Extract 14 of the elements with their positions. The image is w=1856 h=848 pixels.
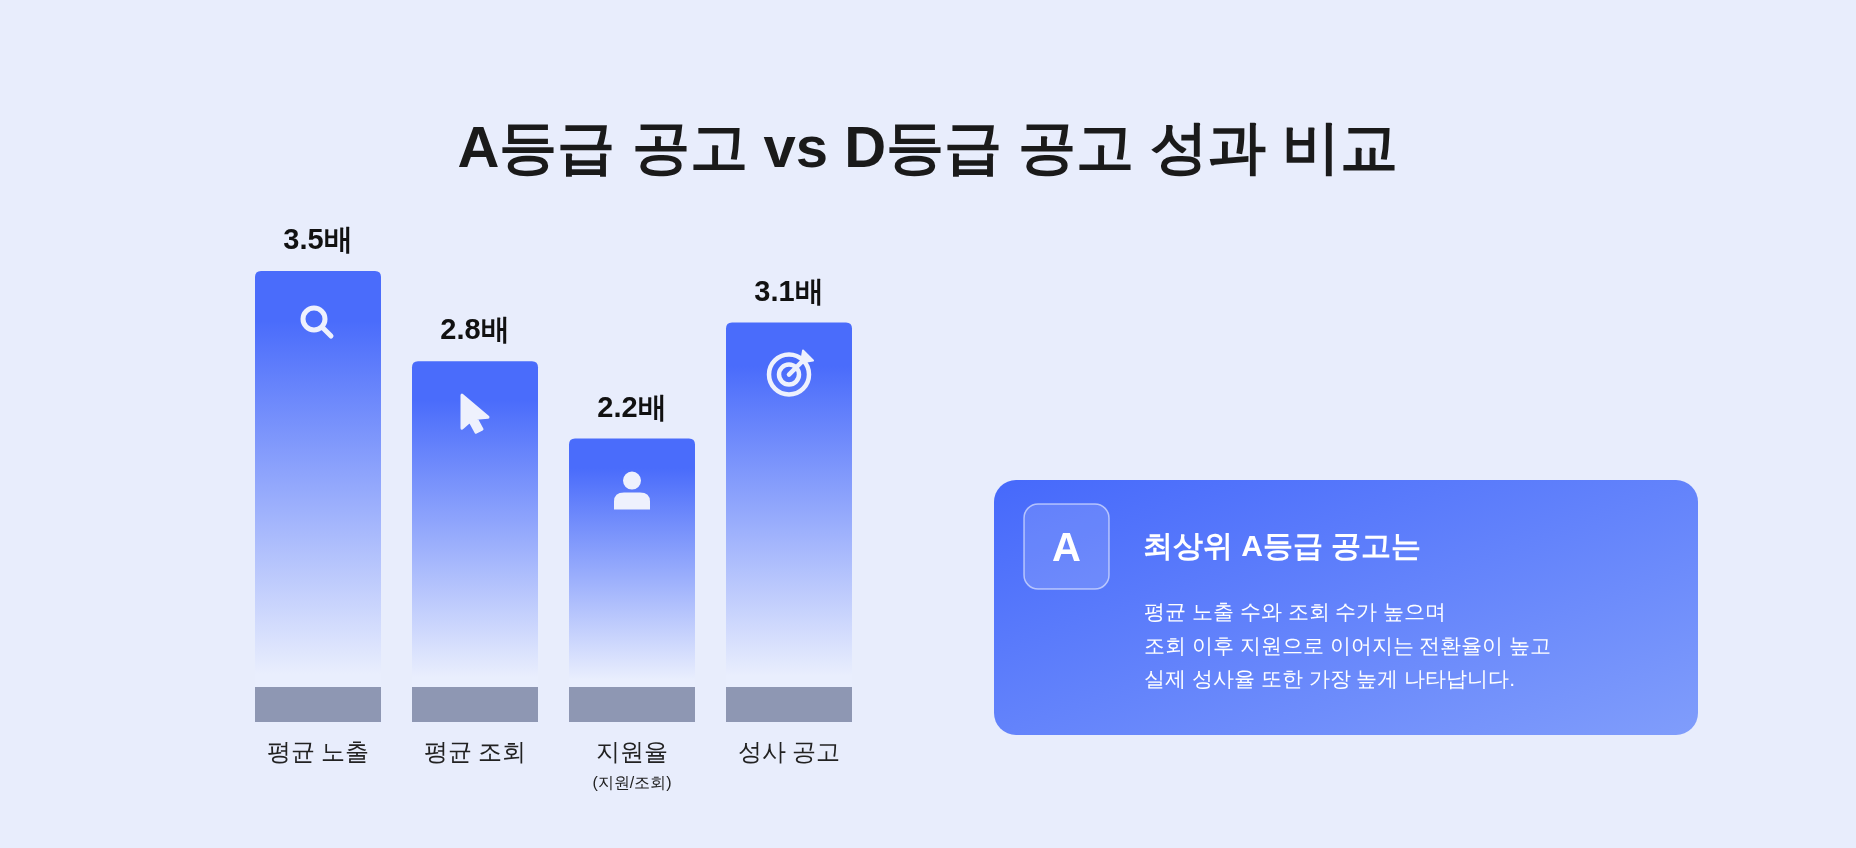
x-tick-label: 평균 노출: [266, 738, 370, 765]
badge-text: A: [1052, 525, 1081, 569]
x-tick-label: 성사 공고: [737, 738, 841, 765]
card-title: 최상위 A등급 공고는: [1143, 529, 1422, 562]
data-label: 2.2배: [597, 390, 667, 423]
x-tick-label: 지원율 (지원/조회): [592, 738, 672, 791]
x-tick-label: 평균 조회: [423, 738, 527, 765]
card-text: 실제 성사율 또한 가장 높게 나타납니다.: [1144, 667, 1515, 690]
card-text: 평균 노출 수와 조회 수가 높으며: [1144, 600, 1447, 623]
card-text: 조회 이후 지원으로 이어지는 전환율이 높고: [1144, 633, 1552, 657]
data-label: 2.8배: [440, 313, 510, 346]
title: A등급 공고 vs D등급 공고 성과 비교: [457, 114, 1399, 179]
data-label: 3.1배: [754, 274, 824, 307]
data-label: 3.5배: [283, 223, 353, 255]
